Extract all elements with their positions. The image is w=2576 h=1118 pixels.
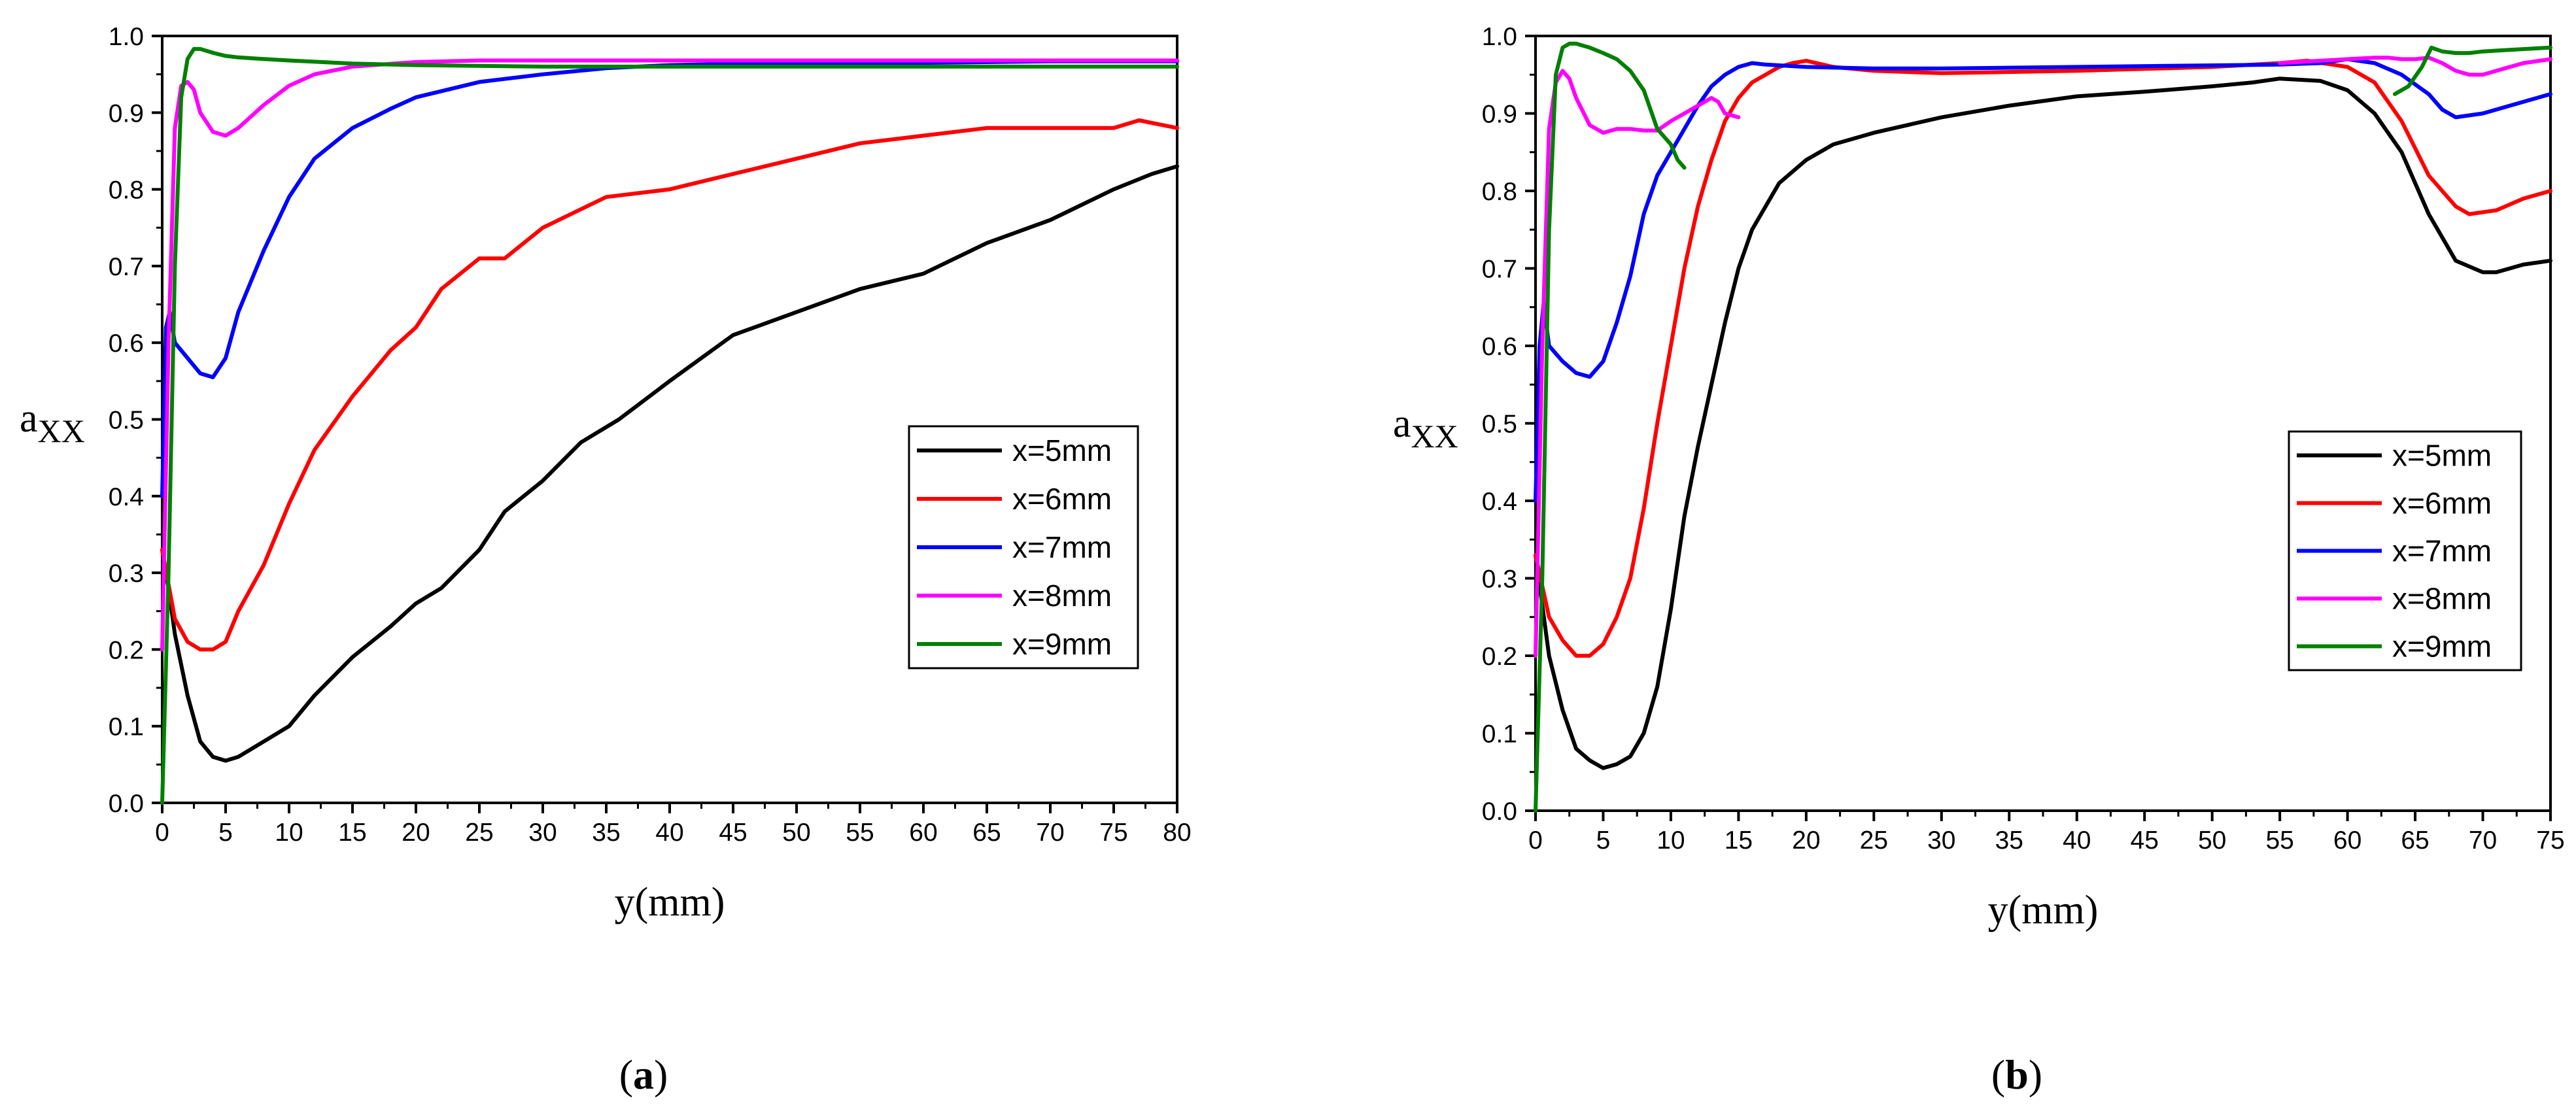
legend: x=5mm x=6mm x=7mm x=8mm x=9mm — [908, 425, 1139, 669]
x-tick-label: 30 — [528, 819, 557, 847]
x-tick-label: 70 — [1036, 819, 1064, 847]
x-tick-label: 15 — [1725, 826, 1753, 855]
x-tick-label: 0 — [155, 819, 169, 847]
series-line-x5mm — [160, 164, 1179, 763]
y-tick-label: 0.4 — [1482, 488, 1517, 516]
y-tick-label: 1.0 — [109, 23, 144, 51]
y-axis-title: aXX — [1393, 401, 1458, 454]
panel-label-open: ( — [619, 1051, 633, 1098]
plot-frame — [1534, 35, 2552, 812]
y-tick-label: 0.4 — [109, 483, 144, 511]
x-tick-label: 50 — [782, 819, 810, 847]
x-tick-label: 60 — [2333, 826, 2361, 855]
legend-label: x=6mm — [2392, 486, 2492, 520]
x-tick-label: 65 — [2401, 826, 2429, 855]
y-tick-label: 0.5 — [1482, 411, 1517, 439]
y-tick-label: 0.1 — [1482, 720, 1517, 749]
x-tick-label: 15 — [338, 819, 366, 847]
x-tick-label: 80 — [1163, 819, 1191, 847]
x-tick-label: 20 — [1792, 826, 1820, 855]
legend-label: x=8mm — [1012, 579, 1112, 613]
x-tick-label: 25 — [1860, 826, 1888, 855]
series-line-x6mm — [160, 118, 1179, 652]
y-axis-title-subscript: XX — [1411, 418, 1458, 454]
series-line-x9mm — [1534, 41, 1687, 813]
panel-label-close: ) — [2029, 1051, 2042, 1098]
x-tick-label: 35 — [592, 819, 620, 847]
legend-label: x=8mm — [2392, 582, 2492, 616]
x-tick-label: 20 — [402, 819, 430, 847]
panel-label-close: ) — [654, 1051, 668, 1098]
panel-label-letter: a — [633, 1051, 654, 1098]
y-tick-label: 0.7 — [109, 253, 144, 281]
panel-label: (b) — [1991, 1051, 2042, 1098]
plot-frame — [161, 35, 1178, 804]
x-tick-label: 35 — [1995, 826, 2023, 855]
chart-panel-b: 0.0 0.1 0.2 0.3 0.4 0.5 0.6 0.7 0.8 0.9 1.0 0 5 10 15 2… — [1393, 23, 2565, 1098]
series-line-x5mm — [1534, 76, 2552, 770]
panel-label: (a) — [619, 1051, 668, 1098]
y-tick-label: 0.2 — [109, 636, 144, 664]
legend-label: x=7mm — [1012, 530, 1112, 564]
legend-label: x=5mm — [1012, 433, 1112, 467]
y-tick-label: 0.3 — [109, 560, 144, 588]
y-tick-label: 0.6 — [1482, 333, 1517, 361]
chart-panel-a: 0.0 0.1 0.2 0.3 0.4 0.5 0.6 0.7 0.8 0.9 1.0 0 5 10 15 2… — [20, 23, 1192, 1098]
y-tick-label: 0.8 — [109, 177, 144, 205]
y-tick-label: 0.9 — [1482, 101, 1517, 129]
y-tick-label: 0.8 — [1482, 178, 1517, 206]
series-line-x7mm — [160, 59, 1179, 498]
x-tick-label: 55 — [2265, 826, 2293, 855]
y-axis-title-subscript: XX — [38, 413, 85, 449]
series-line-x9mm — [160, 46, 1179, 805]
legend: x=5mm x=6mm x=7mm x=8mm x=9mm — [2288, 430, 2522, 671]
y-tick-label: 0.1 — [109, 713, 144, 741]
x-tick-label: 5 — [218, 819, 233, 847]
x-tick-label: 30 — [1927, 826, 1955, 855]
legend-label: x=5mm — [2392, 439, 2492, 473]
y-axis-title: aXX — [20, 396, 85, 449]
x-tick-label: 75 — [2536, 826, 2564, 855]
x-tick-label: 40 — [655, 819, 683, 847]
x-tick-label: 50 — [2198, 826, 2226, 855]
legend-label: x=9mm — [2392, 630, 2492, 664]
y-tick-label: 1.0 — [1482, 23, 1517, 51]
y-tick-label: 0.9 — [109, 99, 144, 127]
series-line-x9mm-segment-2 — [2393, 45, 2552, 96]
x-tick-label: 25 — [465, 819, 493, 847]
x-tick-label: 10 — [1657, 826, 1685, 855]
y-tick-label: 0.5 — [109, 407, 144, 435]
x-tick-label: 65 — [972, 819, 1001, 847]
y-tick-label: 0.7 — [1482, 256, 1517, 284]
x-tick-label: 55 — [846, 819, 874, 847]
legend-label: x=9mm — [1012, 627, 1112, 661]
y-axis-title-base: a — [20, 396, 38, 441]
legend-label: x=7mm — [2392, 534, 2492, 568]
x-tick-label: 45 — [2131, 826, 2159, 855]
x-tick-label: 60 — [909, 819, 937, 847]
y-tick-label: 0.2 — [1482, 643, 1517, 671]
x-tick-label: 45 — [719, 819, 747, 847]
y-axis-title-base: a — [1393, 401, 1411, 446]
panel-label-letter: b — [2005, 1051, 2029, 1098]
x-tick-label: 0 — [1528, 826, 1543, 855]
series-line-x7mm — [1534, 57, 2552, 503]
y-tick-label: 0.3 — [1482, 566, 1517, 594]
x-tick-label: 75 — [1099, 819, 1127, 847]
x-tick-label: 40 — [2063, 826, 2091, 855]
y-tick-label: 0.0 — [1482, 798, 1517, 826]
y-tick-label: 0.6 — [109, 330, 144, 358]
x-axis-title: y(mm) — [1988, 888, 2099, 932]
y-tick-label: 0.0 — [109, 790, 144, 818]
x-axis-title: y(mm) — [615, 880, 725, 924]
x-tick-label: 5 — [1596, 826, 1611, 855]
series-line-x8mm-segment-2 — [2278, 56, 2552, 77]
panel-label-open: ( — [1991, 1051, 2005, 1098]
legend-label: x=6mm — [1012, 482, 1112, 516]
x-tick-label: 10 — [275, 819, 303, 847]
x-tick-label: 70 — [2469, 826, 2497, 855]
